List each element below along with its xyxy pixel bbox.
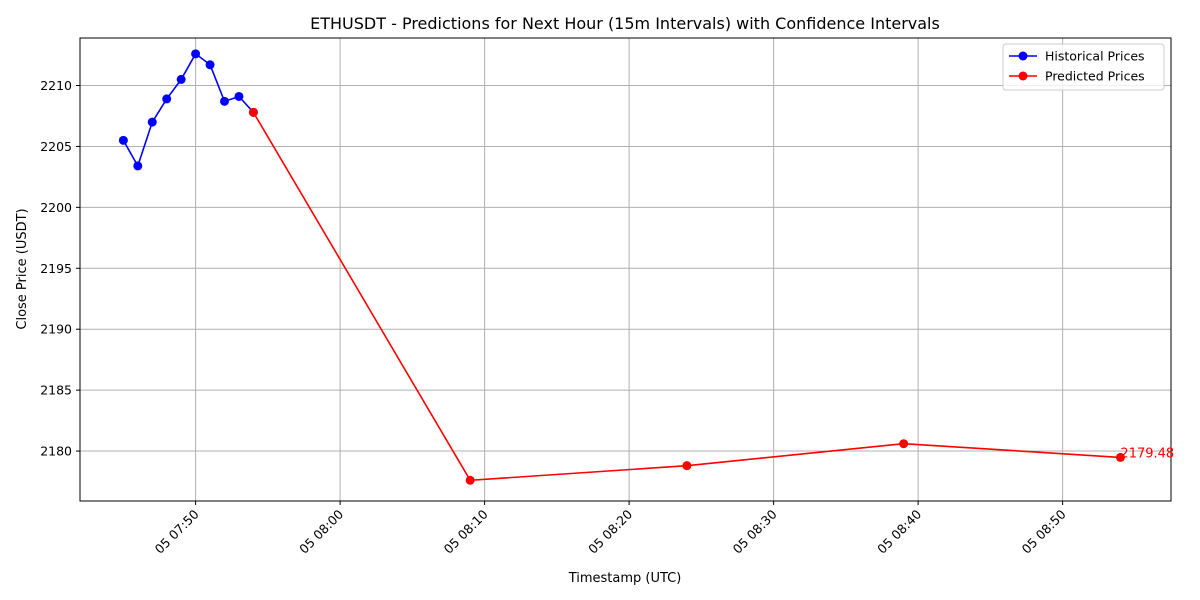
data-point: [176, 74, 186, 84]
data-point: [147, 117, 157, 127]
data-label: 2179.48: [1120, 446, 1174, 461]
data-point: [248, 107, 258, 117]
data-point: [162, 94, 172, 104]
annotations: 2179.48: [1120, 446, 1174, 461]
y-tick-label: 2195: [40, 261, 72, 276]
plot-frame: [79, 37, 1172, 502]
x-axis-label: Timestamp (UTC): [568, 571, 682, 586]
series-line: [122, 52, 254, 168]
data-point: [220, 96, 230, 106]
grid-lines: [80, 38, 1171, 501]
legend: Historical Prices Predicted Prices: [1002, 43, 1165, 91]
data-point: [118, 135, 128, 145]
y-tick-label: 2185: [40, 383, 72, 398]
chart-title: ETHUSDT - Predictions for Next Hour (15m…: [310, 14, 940, 33]
y-tick-label: 2190: [40, 322, 72, 337]
data-point: [1115, 452, 1125, 462]
data-point: [133, 161, 143, 171]
data-point: [899, 439, 909, 449]
legend-box: [1002, 43, 1165, 91]
y-tick-label: 2200: [40, 200, 72, 215]
legend-label: Predicted Prices: [1045, 69, 1145, 84]
series-layer: [118, 49, 1125, 485]
legend-label: Historical Prices: [1045, 49, 1145, 64]
legend-marker: [1018, 71, 1028, 81]
y-tick-label: 2210: [40, 78, 72, 93]
data-point: [682, 461, 692, 471]
legend-marker: [1018, 51, 1028, 61]
y-tick-label: 2205: [40, 139, 72, 154]
data-point: [465, 475, 475, 485]
data-point: [205, 60, 215, 70]
y-tick-label: 2180: [40, 444, 72, 459]
data-point: [191, 49, 201, 59]
data-point: [234, 91, 244, 101]
y-axis: 2180 2185 2190 2195 2200 2205 2210: [40, 78, 80, 459]
y-axis-label: Close Price (USDT): [15, 208, 30, 329]
